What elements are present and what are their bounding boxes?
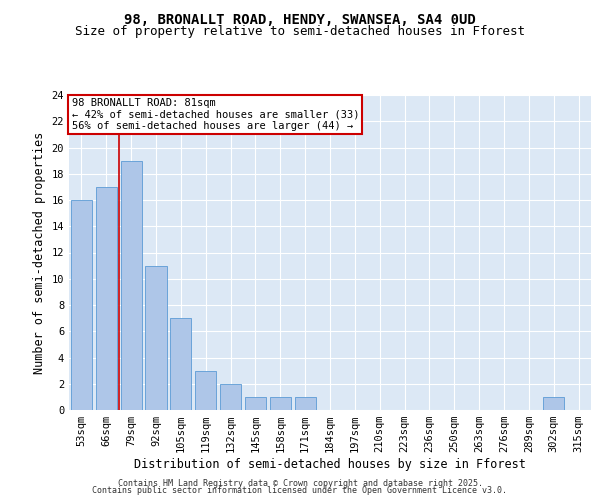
Bar bbox=[96, 187, 117, 410]
Text: 98 BRONALLT ROAD: 81sqm
← 42% of semi-detached houses are smaller (33)
56% of se: 98 BRONALLT ROAD: 81sqm ← 42% of semi-de… bbox=[71, 98, 359, 132]
Bar bbox=[170, 318, 191, 410]
Y-axis label: Number of semi-detached properties: Number of semi-detached properties bbox=[33, 132, 46, 374]
Bar bbox=[543, 397, 564, 410]
Bar bbox=[71, 200, 92, 410]
Bar bbox=[245, 397, 266, 410]
Bar bbox=[121, 160, 142, 410]
Bar bbox=[145, 266, 167, 410]
X-axis label: Distribution of semi-detached houses by size in Fforest: Distribution of semi-detached houses by … bbox=[134, 458, 526, 471]
Bar bbox=[220, 384, 241, 410]
Text: Contains HM Land Registry data © Crown copyright and database right 2025.: Contains HM Land Registry data © Crown c… bbox=[118, 478, 482, 488]
Text: Size of property relative to semi-detached houses in Fforest: Size of property relative to semi-detach… bbox=[75, 25, 525, 38]
Bar bbox=[295, 397, 316, 410]
Bar bbox=[270, 397, 291, 410]
Text: Contains public sector information licensed under the Open Government Licence v3: Contains public sector information licen… bbox=[92, 486, 508, 495]
Text: 98, BRONALLT ROAD, HENDY, SWANSEA, SA4 0UD: 98, BRONALLT ROAD, HENDY, SWANSEA, SA4 0… bbox=[124, 12, 476, 26]
Bar bbox=[195, 370, 216, 410]
